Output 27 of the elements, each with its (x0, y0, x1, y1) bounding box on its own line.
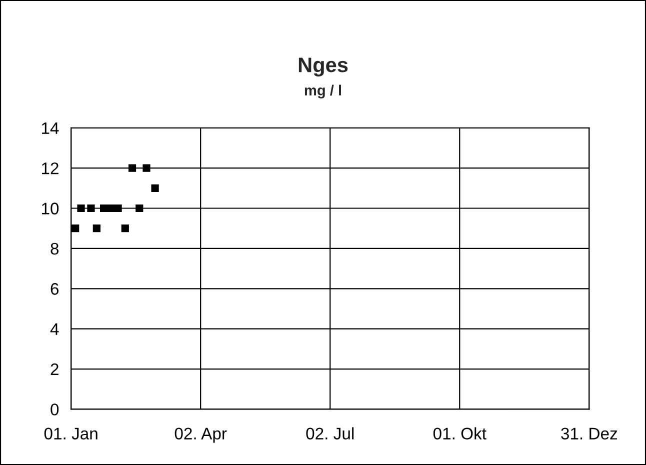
point (121, 224, 129, 232)
point (136, 204, 144, 212)
y-tick-label: 4 (50, 323, 59, 335)
chart-subtitle: mg / l (304, 84, 342, 98)
y-tick-label: 8 (50, 242, 59, 255)
point (107, 204, 115, 212)
x-tick-label: 02. Apr (174, 428, 227, 443)
point (114, 204, 122, 212)
x-tick-label: 01. Okt (433, 427, 486, 440)
point (128, 164, 136, 172)
y-tick-label: 0 (50, 404, 59, 416)
point (151, 184, 159, 192)
x-tick-label: 01. Jan (44, 428, 98, 440)
x-tick-label: 31. Dez (561, 428, 618, 440)
y-tick-label: 12 (42, 162, 58, 174)
point (87, 204, 95, 212)
point (77, 204, 85, 212)
y-tick-label: 10 (42, 202, 59, 214)
y-tick-label: 14 (42, 122, 59, 134)
y-tick-label: 2 (50, 363, 58, 376)
point (92, 224, 100, 232)
x-tick-label: 02. Jul (306, 427, 354, 440)
chart-title: Nges (298, 58, 348, 76)
point (142, 164, 150, 172)
point (100, 204, 108, 212)
point (72, 224, 80, 232)
y-tick-label: 6 (50, 283, 59, 295)
